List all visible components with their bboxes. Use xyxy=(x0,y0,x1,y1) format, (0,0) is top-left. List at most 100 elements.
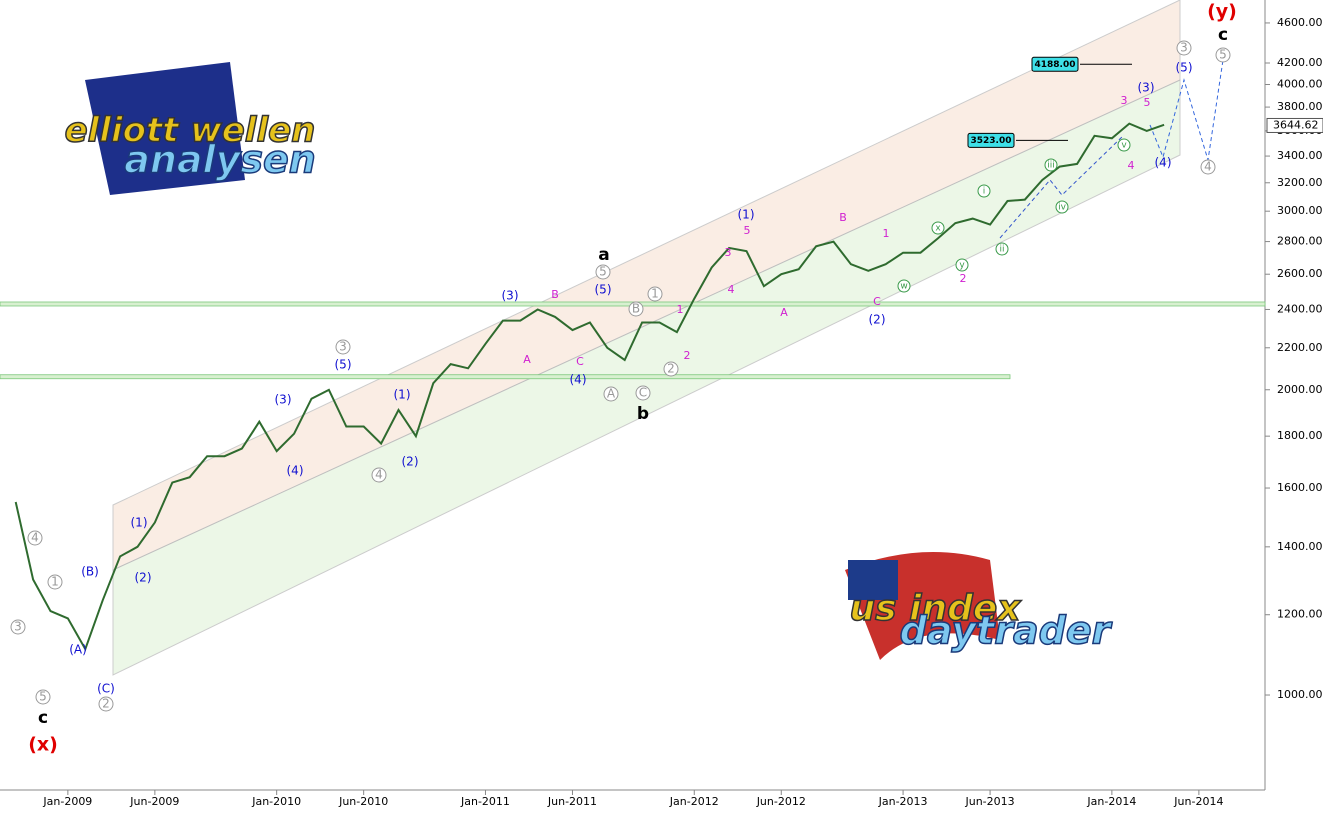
wave-circle xyxy=(1176,40,1192,56)
wave-label: w xyxy=(900,282,907,292)
wave-label: 4 xyxy=(31,531,39,545)
wave-label: i xyxy=(983,187,986,197)
wave-label: 5 xyxy=(1144,96,1151,109)
wave-label: B xyxy=(632,302,640,316)
wave-label: b xyxy=(637,404,649,424)
wave-label: iii xyxy=(1047,161,1055,171)
wave-label: 4 xyxy=(728,283,735,296)
wave-label: 3 xyxy=(14,620,22,634)
wave-label: 5 xyxy=(744,224,751,237)
wave-label: 2 xyxy=(960,272,967,285)
x-tick-label: Jan-2009 xyxy=(42,795,92,808)
eu-flag xyxy=(85,62,245,195)
wave-label: 3 xyxy=(1180,41,1188,55)
wave-label: (5) xyxy=(1176,61,1193,75)
wave-label: 1 xyxy=(651,287,659,301)
price-line xyxy=(14,122,1165,652)
y-tick-label: 1600.00 xyxy=(1277,481,1323,494)
y-tick-label: 3400.00 xyxy=(1277,149,1323,162)
wave-label: 4 xyxy=(375,468,383,482)
wave-circle xyxy=(603,386,619,402)
wave-circle xyxy=(931,221,945,235)
x-tick-label: Jan-2014 xyxy=(1086,795,1136,808)
wave-label: 3 xyxy=(725,246,732,259)
wave-circle xyxy=(635,385,651,401)
wave-label: C xyxy=(576,355,584,368)
wave-label: (B) xyxy=(81,565,99,579)
wave-label: 1 xyxy=(51,575,59,589)
y-tick-label: 2200.00 xyxy=(1277,341,1323,354)
wave-label: 3 xyxy=(1121,94,1128,107)
wave-circle xyxy=(595,264,611,280)
logo-us: us index daytrader xyxy=(845,552,1113,660)
target-box xyxy=(1031,56,1079,72)
wave-label: (5) xyxy=(595,283,612,297)
y-tick-label: 3000.00 xyxy=(1277,204,1323,217)
wave-circle xyxy=(647,286,663,302)
y-tick-label: 2000.00 xyxy=(1277,383,1323,396)
wave-label: c xyxy=(38,708,48,728)
logo-elliott: elliott wellen analysen xyxy=(64,62,317,195)
wave-label: a xyxy=(598,245,609,265)
logo-text: analysen xyxy=(124,138,316,182)
x-tick-label: Jun-2013 xyxy=(964,795,1014,808)
level-line xyxy=(0,374,1011,380)
x-tick-label: Jun-2010 xyxy=(338,795,388,808)
wave-label: 4 xyxy=(1128,159,1135,172)
wave-circle xyxy=(995,242,1009,256)
wave-circle xyxy=(977,184,991,198)
wave-label: (3) xyxy=(275,393,292,407)
wave-label: ii xyxy=(999,245,1004,255)
wave-circle xyxy=(955,258,969,272)
wave-label: 3 xyxy=(339,340,347,354)
wave-label: B xyxy=(551,288,559,301)
logo-text: daytrader xyxy=(900,609,1113,653)
wave-label: (1) xyxy=(131,516,148,530)
wave-label: 1 xyxy=(883,227,890,240)
wave-label: (3) xyxy=(502,289,519,303)
y-tick-label: 2400.00 xyxy=(1277,302,1323,315)
wave-circle xyxy=(1117,138,1131,152)
wave-label: x xyxy=(935,224,941,234)
x-tick-label: Jan-2012 xyxy=(669,795,719,808)
wave-label: (1) xyxy=(394,388,411,402)
x-tick-label: Jan-2011 xyxy=(460,795,510,808)
wave-circle xyxy=(335,339,351,355)
y-tick-label: 2600.00 xyxy=(1277,267,1323,280)
x-tick-label: Jan-2010 xyxy=(251,795,301,808)
last-price-box xyxy=(1266,117,1323,133)
wave-label: A xyxy=(607,387,616,401)
wave-label: (5) xyxy=(335,358,352,372)
x-tick-label: Jan-2013 xyxy=(878,795,928,808)
wave-label: 2 xyxy=(667,362,675,376)
wave-label: (A) xyxy=(69,643,87,657)
wave-label: (2) xyxy=(869,313,886,327)
wave-label: c xyxy=(1218,25,1228,45)
wave-label: (C) xyxy=(97,682,115,696)
projection xyxy=(1149,59,1224,161)
wave-circle xyxy=(1215,47,1231,63)
wave-circle xyxy=(897,279,911,293)
last-price-label: 3644.62 xyxy=(1273,118,1319,131)
x-tick-label: Jun-2009 xyxy=(129,795,179,808)
projection xyxy=(999,134,1125,239)
wave-label: (3) xyxy=(1138,81,1155,95)
x-tick-label: Jun-2014 xyxy=(1173,795,1223,808)
x-tick-label: Jun-2011 xyxy=(547,795,597,808)
wave-circle xyxy=(1044,158,1058,172)
y-tick-label: 4600.00 xyxy=(1277,16,1323,29)
wave-label: 5 xyxy=(599,265,607,279)
target-label: 3523.00 xyxy=(971,136,1012,146)
wave-label: y xyxy=(959,261,965,271)
wave-label: 5 xyxy=(1219,48,1227,62)
y-tick-label: 1200.00 xyxy=(1277,608,1323,621)
wave-label: B xyxy=(839,211,847,224)
wave-circle xyxy=(35,689,51,705)
wave-circle xyxy=(628,301,644,317)
y-tick-label: 2800.00 xyxy=(1277,235,1323,248)
wave-label: A xyxy=(780,306,788,319)
wave-label: (x) xyxy=(28,734,58,756)
wave-label: (1) xyxy=(738,208,755,222)
y-tick-label: 1400.00 xyxy=(1277,540,1323,553)
wave-label: 1 xyxy=(677,303,684,316)
